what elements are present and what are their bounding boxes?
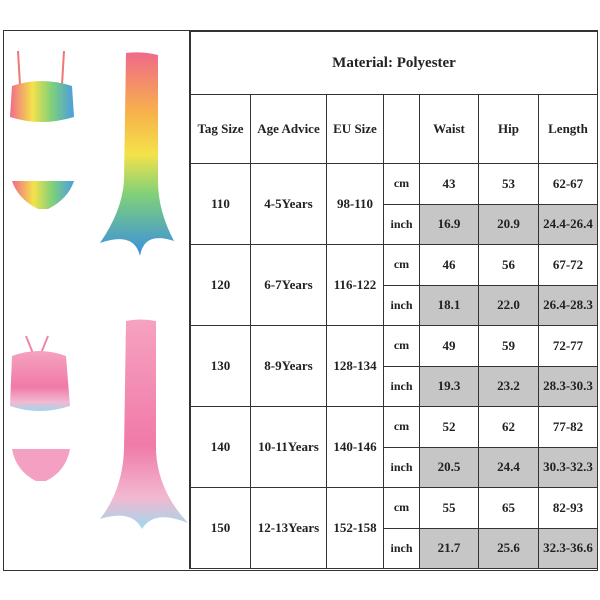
table-row: inch 19.3 23.2 28.3-30.3 [191,365,598,407]
waist-inch-cell: 21.7 [419,527,479,569]
eu-size-cell: 140-146 [326,406,384,488]
waist-inch-cell: 20.5 [419,446,479,488]
length-inch-cell: 32.3-36.6 [538,527,598,569]
table-row: 150 12-13Years 152-158 cm 55 65 82-93 [190,487,598,569]
unit-inch-cell: inch [383,284,420,326]
tag-size-cell: 140 [190,406,251,488]
waist-cm-cell: 46 [419,244,479,286]
header-waist: Waist [419,94,479,164]
table-row: inch 16.9 20.9 24.4-26.4 [191,203,598,245]
length-cm-cell: 77-82 [538,406,598,448]
age-advice-cell: 6-7Years [250,244,327,326]
hip-inch-cell: 20.9 [478,203,539,245]
tag-size-cell: 130 [190,325,251,407]
header-tag-size: Tag Size [190,94,251,164]
product-images [4,31,190,569]
length-inch-cell: 30.3-32.3 [538,446,598,488]
age-advice-cell: 4-5Years [250,163,327,245]
eu-size-cell: 152-158 [326,487,384,569]
hip-inch-cell: 22.0 [478,284,539,326]
eu-size-cell: 116-122 [326,244,384,326]
table-row: 110 4-5Years 98-110 cm 43 53 62-67 [190,163,598,245]
table-row: 130 8-9Years 128-134 cm 49 59 72-77 [190,325,598,407]
length-cm-cell: 67-72 [538,244,598,286]
unit-inch-cell: inch [383,527,420,569]
header-age-advice: Age Advice [250,94,327,164]
hip-cm-cell: 56 [478,244,539,286]
unit-cm-cell: cm [383,163,420,205]
pink-bikini-bottom [12,449,70,481]
eu-size-cell: 98-110 [326,163,384,245]
table-row: inch 20.5 24.4 30.3-32.3 [191,446,598,488]
table-row: 120 6-7Years 116-122 cm 46 56 67-72 [190,244,598,326]
rainbow-bikini-top [10,50,74,122]
rainbow-mermaid-tail [100,52,174,256]
unit-cm-cell: cm [383,325,420,367]
unit-cm-cell: cm [383,487,420,529]
waist-cm-cell: 43 [419,163,479,205]
header-hip: Hip [478,94,539,164]
length-cm-cell: 62-67 [538,163,598,205]
tag-size-cell: 120 [190,244,251,326]
eu-size-cell: 128-134 [326,325,384,407]
hip-cm-cell: 62 [478,406,539,448]
age-advice-cell: 8-9Years [250,325,327,407]
waist-cm-cell: 52 [419,406,479,448]
waist-inch-cell: 19.3 [419,365,479,407]
header-unit [383,94,420,164]
length-inch-cell: 26.4-28.3 [538,284,598,326]
length-inch-cell: 24.4-26.4 [538,203,598,245]
hip-inch-cell: 24.4 [478,446,539,488]
age-advice-cell: 12-13Years [250,487,327,569]
table-row: 140 10-11Years 140-146 cm 52 62 77-82 [190,406,598,488]
unit-inch-cell: inch [383,203,420,245]
table-row: inch 18.1 22.0 26.4-28.3 [191,284,598,326]
pink-mermaid-tail [100,319,188,529]
unit-inch-cell: inch [383,446,420,488]
table-row: inch 21.7 25.6 32.3-36.6 [191,527,598,569]
hip-inch-cell: 25.6 [478,527,539,569]
waist-inch-cell: 18.1 [419,284,479,326]
hip-cm-cell: 53 [478,163,539,205]
unit-cm-cell: cm [383,406,420,448]
hip-cm-cell: 59 [478,325,539,367]
unit-inch-cell: inch [383,365,420,407]
waist-cm-cell: 49 [419,325,479,367]
waist-cm-cell: 55 [419,487,479,529]
age-advice-cell: 10-11Years [250,406,327,488]
size-chart: Material: Polyester Tag Size Age Advice … [3,30,598,571]
length-cm-cell: 82-93 [538,487,598,529]
tag-size-cell: 110 [190,163,251,245]
size-table: Material: Polyester Tag Size Age Advice … [190,31,598,569]
hip-cm-cell: 65 [478,487,539,529]
header-length: Length [538,94,598,164]
rainbow-bikini-bottom [12,181,74,209]
header-row: Tag Size Age Advice EU Size Waist Hip Le… [190,94,598,164]
length-inch-cell: 28.3-30.3 [538,365,598,407]
header-eu-size: EU Size [326,94,384,164]
material-title: Material: Polyester [190,31,598,95]
mermaid-set-illustrations [10,50,188,529]
length-cm-cell: 72-77 [538,325,598,367]
hip-inch-cell: 23.2 [478,365,539,407]
unit-cm-cell: cm [383,244,420,286]
tag-size-cell: 150 [190,487,251,569]
waist-inch-cell: 16.9 [419,203,479,245]
pink-bikini-top [10,335,70,411]
